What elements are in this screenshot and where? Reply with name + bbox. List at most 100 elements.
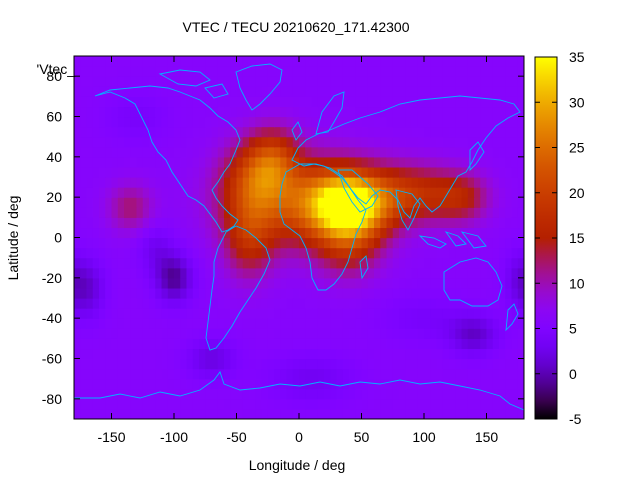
heatmap-cell (336, 328, 344, 339)
heatmap-cell (411, 378, 419, 390)
heatmap-cell (217, 328, 225, 339)
heatmap-cell (230, 298, 238, 309)
heatmap-cell (349, 348, 356, 360)
heatmap-cell (174, 166, 181, 178)
heatmap-cell (430, 76, 438, 87)
heatmap-cell (149, 308, 156, 319)
heatmap-cell (142, 308, 150, 319)
heatmap-cell (255, 298, 263, 309)
heatmap-cell (436, 338, 444, 350)
heatmap-cell (211, 146, 219, 158)
heatmap-cell (292, 197, 300, 208)
heatmap-cell (330, 358, 338, 370)
heatmap-cell (467, 267, 475, 279)
heatmap-cell (486, 368, 494, 380)
heatmap-cell (267, 308, 275, 319)
heatmap-cell (155, 287, 163, 299)
heatmap-cell (505, 298, 513, 309)
heatmap-cell (117, 328, 125, 339)
heatmap-cell (111, 247, 119, 259)
heatmap-cell (430, 156, 438, 168)
heatmap-cell (280, 338, 288, 350)
heatmap-cell (449, 318, 456, 329)
heatmap-cell (99, 207, 106, 218)
heatmap-cell (386, 156, 394, 168)
heatmap-cell (442, 197, 450, 208)
heatmap-cell (499, 388, 506, 400)
heatmap-cell (411, 267, 419, 279)
heatmap-cell (517, 76, 524, 87)
heatmap-cell (442, 368, 450, 380)
heatmap-cell (492, 76, 500, 87)
heatmap-cell (430, 388, 438, 400)
heatmap-cell (205, 136, 213, 148)
heatmap-cell (261, 227, 269, 239)
heatmap-cell (186, 197, 194, 208)
heatmap-cell (186, 126, 194, 138)
heatmap-cell (167, 56, 175, 67)
heatmap-cell (280, 227, 288, 239)
heatmap-cell (199, 56, 206, 67)
heatmap-cell (205, 388, 213, 400)
heatmap-cell (161, 126, 169, 138)
heatmap-cell (161, 187, 169, 198)
heatmap-cell (424, 267, 431, 279)
heatmap-cell (199, 378, 206, 390)
heatmap-cell (99, 398, 106, 410)
heatmap-cell (199, 298, 206, 309)
heatmap-cell (230, 76, 238, 87)
heatmap-cell (411, 86, 419, 97)
heatmap-cell (505, 247, 513, 259)
heatmap-cell (486, 308, 494, 319)
heatmap-cell (99, 197, 106, 208)
heatmap-cell (361, 328, 369, 339)
heatmap-cell (105, 86, 113, 97)
heatmap-cell (186, 358, 194, 370)
heatmap-cell (224, 277, 231, 289)
heatmap-cell (255, 227, 263, 239)
heatmap-cell (167, 398, 175, 410)
heatmap-cell (436, 166, 444, 178)
heatmap-cell (324, 368, 331, 380)
heatmap-cell (367, 318, 375, 329)
heatmap-cell (286, 166, 294, 178)
heatmap-cell (324, 156, 331, 168)
heatmap-cell (399, 227, 406, 239)
heatmap-cell (474, 308, 481, 319)
heatmap-cell (442, 338, 450, 350)
heatmap-cell (274, 187, 281, 198)
heatmap-cell (130, 267, 138, 279)
heatmap-cell (280, 287, 288, 299)
heatmap-cell (411, 247, 419, 259)
heatmap-cell (249, 338, 256, 350)
heatmap-cell (242, 267, 250, 279)
heatmap-cell (311, 398, 319, 410)
heatmap-cell (230, 247, 238, 259)
heatmap-cell (336, 247, 344, 259)
heatmap-cell (280, 156, 288, 168)
heatmap-cell (155, 247, 163, 259)
heatmap-cell (436, 106, 444, 118)
heatmap-cell (124, 217, 131, 229)
heatmap-cell (136, 338, 144, 350)
heatmap-cell (80, 237, 88, 249)
heatmap-cell (186, 187, 194, 198)
heatmap-cell (224, 66, 231, 77)
heatmap-cell (511, 116, 519, 128)
heatmap-cell (230, 338, 238, 350)
heatmap-cell (224, 217, 231, 229)
heatmap-cell (355, 358, 363, 370)
heatmap-cell (424, 197, 431, 208)
heatmap-cell (355, 126, 363, 138)
heatmap-cell (342, 247, 350, 259)
heatmap-cell (136, 328, 144, 339)
heatmap-cell (149, 408, 156, 419)
heatmap-cell (374, 398, 381, 410)
heatmap-cell (167, 277, 175, 289)
heatmap-cell (180, 277, 188, 289)
heatmap-cell (74, 308, 81, 319)
heatmap-cell (130, 338, 138, 350)
heatmap-cell (455, 146, 463, 158)
heatmap-cell (430, 408, 438, 419)
heatmap-cell (392, 207, 400, 218)
